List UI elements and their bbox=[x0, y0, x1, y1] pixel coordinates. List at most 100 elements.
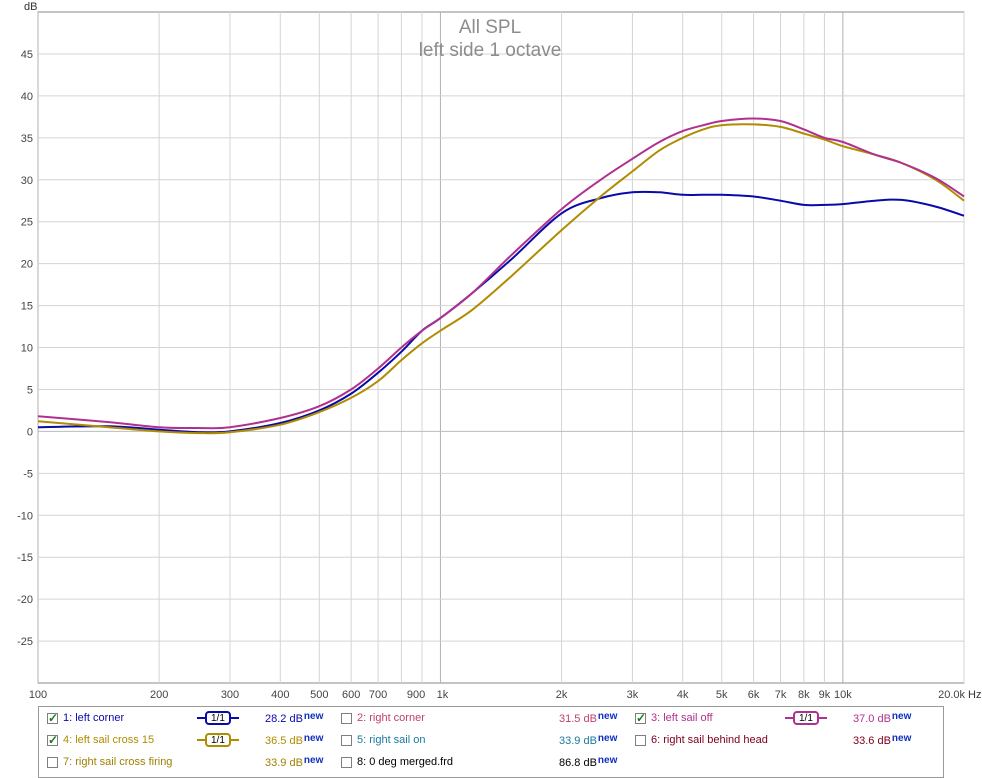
x-tick-label: 20.0k bbox=[938, 689, 965, 701]
smoothing-button[interactable]: 1/1 bbox=[197, 710, 239, 726]
smoothing-line-left bbox=[197, 717, 205, 719]
legend-level-value: 33.9 dBnew bbox=[559, 733, 617, 747]
level-value-text: 33.9 dB bbox=[265, 757, 303, 769]
level-value-text: 86.8 dB bbox=[559, 757, 597, 769]
y-tick-label: -25 bbox=[17, 636, 33, 648]
x-tick-label: 6k bbox=[748, 689, 760, 701]
legend-label: 6: right sail behind head bbox=[651, 734, 768, 746]
x-tick-label: 9k bbox=[819, 689, 831, 701]
y-tick-label: 10 bbox=[21, 343, 33, 355]
y-axis-label: dB bbox=[24, 1, 37, 13]
legend-entry[interactable]: 7: right sail cross firing bbox=[47, 753, 172, 771]
smoothing-label: 1/1 bbox=[793, 711, 819, 725]
x-tick-label: 4k bbox=[677, 689, 689, 701]
x-tick-label: 100 bbox=[29, 689, 47, 701]
legend-level-value: 33.6 dBnew bbox=[853, 733, 911, 747]
legend-checkbox[interactable] bbox=[341, 756, 352, 768]
legend-label: 5: right sail on bbox=[357, 734, 426, 746]
level-value-text: 36.5 dB bbox=[265, 735, 303, 747]
level-value-text: 31.5 dB bbox=[559, 713, 597, 725]
smoothing-line-right bbox=[230, 717, 239, 719]
level-value-text: 28.2 dB bbox=[265, 713, 303, 725]
smoothing-label: 1/1 bbox=[205, 733, 231, 747]
x-tick-label: 5k bbox=[716, 689, 728, 701]
legend-entry[interactable]: 8: 0 deg merged.frd bbox=[341, 753, 453, 771]
x-tick-label: 500 bbox=[310, 689, 328, 701]
legend-label: 4: left sail cross 15 bbox=[63, 734, 155, 746]
legend-label: 3: left sail off bbox=[651, 712, 713, 724]
x-tick-label: 7k bbox=[775, 689, 787, 701]
y-tick-label: 20 bbox=[21, 259, 33, 271]
legend-level-value: 37.0 dBnew bbox=[853, 711, 911, 725]
x-tick-label: 2k bbox=[556, 689, 568, 701]
smoothing-line-right bbox=[230, 739, 239, 741]
y-tick-label: 5 bbox=[27, 384, 33, 396]
series-line bbox=[37, 123, 965, 435]
legend-checkbox[interactable] bbox=[47, 756, 58, 768]
legend-entry[interactable]: 6: right sail behind head bbox=[635, 731, 768, 749]
y-tick-label: 25 bbox=[21, 217, 33, 229]
legend-entry[interactable]: 2: right corner bbox=[341, 709, 425, 727]
y-tick-label: 15 bbox=[21, 301, 33, 313]
smoothing-line-left bbox=[785, 717, 793, 719]
spl-chart: 45 40 35 30 25 20 15 10 5 0 -5 -10 -15 -20 -25 100 200 30… bbox=[17, 1, 981, 701]
y-tick-label: -20 bbox=[17, 594, 33, 606]
legend-entry[interactable]: 1: left corner bbox=[47, 709, 124, 727]
level-value-text: 33.9 dB bbox=[559, 735, 597, 747]
legend-label: 1: left corner bbox=[63, 712, 125, 724]
chart-title: All SPL bbox=[459, 17, 521, 38]
new-tag[interactable]: new bbox=[891, 711, 912, 722]
x-tick-label: 1k bbox=[437, 689, 449, 701]
y-tick-label: -10 bbox=[17, 510, 33, 522]
legend-checkbox[interactable] bbox=[635, 711, 646, 725]
level-value-text: 37.0 dB bbox=[853, 713, 891, 725]
x-axis-unit: Hz bbox=[968, 689, 981, 701]
new-tag[interactable]: new bbox=[597, 755, 618, 766]
series-line bbox=[37, 190, 965, 434]
legend-checkbox[interactable] bbox=[47, 711, 58, 725]
series-line bbox=[37, 117, 965, 430]
smoothing-label: 1/1 bbox=[205, 711, 231, 725]
smoothing-line-right bbox=[818, 717, 827, 719]
legend-checkbox[interactable] bbox=[635, 734, 646, 746]
smoothing-button[interactable]: 1/1 bbox=[785, 710, 827, 726]
legend-level-value: 86.8 dBnew bbox=[559, 755, 617, 769]
new-tag[interactable]: new bbox=[303, 711, 324, 722]
x-tick-label: 200 bbox=[150, 689, 168, 701]
y-tick-label: -5 bbox=[23, 468, 33, 480]
smoothing-button[interactable]: 1/1 bbox=[197, 732, 239, 748]
legend-label: 8: 0 deg merged.frd bbox=[357, 756, 454, 768]
y-tick-label: 30 bbox=[21, 175, 33, 187]
legend-entry[interactable]: 4: left sail cross 15 bbox=[47, 731, 154, 749]
legend-entry[interactable]: 3: left sail off bbox=[635, 709, 713, 727]
chart-subtitle: left side 1 octave bbox=[419, 40, 562, 61]
new-tag[interactable]: new bbox=[597, 733, 618, 744]
legend-level-value: 31.5 dBnew bbox=[559, 711, 617, 725]
x-tick-label: 400 bbox=[271, 689, 289, 701]
new-tag[interactable]: new bbox=[891, 733, 912, 744]
legend-checkbox[interactable] bbox=[47, 733, 58, 747]
y-tick-label: 35 bbox=[21, 133, 33, 145]
x-tick-label: 300 bbox=[221, 689, 239, 701]
new-tag[interactable]: new bbox=[303, 755, 324, 766]
legend-level-value: 33.9 dBnew bbox=[265, 755, 323, 769]
legend-entry[interactable]: 5: right sail on bbox=[341, 731, 425, 749]
new-tag[interactable]: new bbox=[303, 733, 324, 744]
y-tick-label: 0 bbox=[27, 426, 33, 438]
new-tag[interactable]: new bbox=[597, 711, 618, 722]
legend-checkbox[interactable] bbox=[341, 712, 352, 724]
x-tick-label: 900 bbox=[407, 689, 425, 701]
level-value-text: 33.6 dB bbox=[853, 735, 891, 747]
legend-level-value: 28.2 dBnew bbox=[265, 711, 323, 725]
y-tick-label: -15 bbox=[17, 552, 33, 564]
x-tick-label: 3k bbox=[627, 689, 639, 701]
smoothing-line-left bbox=[197, 739, 205, 741]
legend-checkbox[interactable] bbox=[341, 734, 352, 746]
x-tick-label: 8k bbox=[798, 689, 810, 701]
x-tick-label: 600 bbox=[342, 689, 360, 701]
y-tick-label: 45 bbox=[21, 49, 33, 61]
legend-label: 2: right corner bbox=[357, 712, 425, 724]
x-tick-label: 10k bbox=[834, 689, 852, 701]
y-tick-label: 40 bbox=[21, 91, 33, 103]
